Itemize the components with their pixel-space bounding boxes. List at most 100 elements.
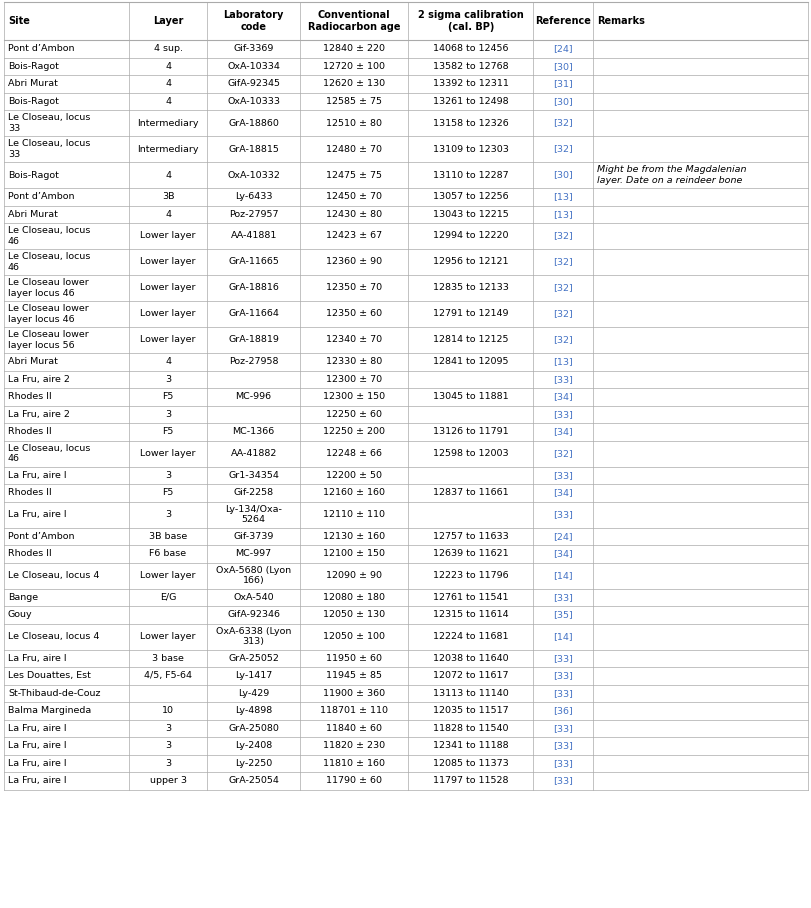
Bar: [4, 528, 807, 545]
Text: Bois-Ragot: Bois-Ragot: [8, 97, 59, 105]
Text: F5: F5: [162, 489, 174, 498]
Text: [14]: [14]: [552, 571, 573, 580]
Text: 12475 ± 75: 12475 ± 75: [326, 171, 382, 180]
Bar: [4, 327, 807, 353]
Text: GifA-92346: GifA-92346: [227, 610, 280, 619]
Text: La Fru, aire I: La Fru, aire I: [8, 724, 67, 733]
Text: Le Closeau lower
layer locus 46: Le Closeau lower layer locus 46: [8, 278, 88, 298]
Text: Lower layer: Lower layer: [140, 258, 195, 267]
Bar: [4, 649, 807, 667]
Text: 13158 to 12326: 13158 to 12326: [432, 119, 508, 127]
Text: Bange: Bange: [8, 593, 38, 602]
Text: 13045 to 11881: 13045 to 11881: [432, 392, 508, 401]
Text: Gif-2258: Gif-2258: [234, 489, 273, 498]
Text: 12757 to 11633: 12757 to 11633: [432, 532, 508, 541]
Text: 4: 4: [165, 97, 171, 105]
Text: 12250 ± 60: 12250 ± 60: [326, 410, 382, 419]
Text: [34]: [34]: [552, 489, 573, 498]
Text: Le Closeau, locus
46: Le Closeau, locus 46: [8, 226, 90, 246]
Text: [32]: [32]: [552, 258, 573, 267]
Text: 3 base: 3 base: [152, 654, 184, 663]
Text: [34]: [34]: [552, 392, 573, 401]
Text: 11840 ± 60: 11840 ± 60: [326, 724, 382, 733]
Text: Les Douattes, Est: Les Douattes, Est: [8, 671, 91, 680]
Text: Le Closeau, locus
33: Le Closeau, locus 33: [8, 139, 90, 159]
Text: 12223 to 11796: 12223 to 11796: [432, 571, 508, 580]
Text: 12080 ± 180: 12080 ± 180: [323, 593, 384, 602]
Text: 11810 ± 160: 11810 ± 160: [323, 759, 384, 768]
Text: OxA-10332: OxA-10332: [227, 171, 280, 180]
Text: Lower layer: Lower layer: [140, 283, 195, 292]
Text: 13261 to 12498: 13261 to 12498: [432, 97, 508, 105]
Text: [33]: [33]: [552, 724, 573, 733]
Text: 12720 ± 100: 12720 ± 100: [323, 62, 384, 71]
Bar: [4, 545, 807, 562]
Text: GrA-11664: GrA-11664: [228, 310, 279, 319]
Text: [36]: [36]: [552, 706, 573, 716]
Text: 4: 4: [165, 171, 171, 180]
Text: 12761 to 11541: 12761 to 11541: [432, 593, 508, 602]
Text: GrA-25054: GrA-25054: [228, 776, 279, 785]
Bar: [4, 75, 807, 93]
Text: GrA-25080: GrA-25080: [228, 724, 279, 733]
Text: 12956 to 12121: 12956 to 12121: [432, 258, 508, 267]
Text: [32]: [32]: [552, 232, 573, 241]
Text: 11900 ± 360: 11900 ± 360: [323, 689, 384, 697]
Text: Ly-429: Ly-429: [238, 689, 269, 697]
Text: E/G: E/G: [160, 593, 176, 602]
Text: GrA-25052: GrA-25052: [228, 654, 279, 663]
Text: Lower layer: Lower layer: [140, 571, 195, 580]
Text: Ly-1417: Ly-1417: [234, 671, 272, 680]
Text: Rhodes II: Rhodes II: [8, 392, 52, 401]
Text: [30]: [30]: [552, 97, 573, 105]
Text: [14]: [14]: [552, 632, 573, 641]
Text: 12510 ± 80: 12510 ± 80: [326, 119, 382, 127]
Text: 4: 4: [165, 79, 171, 88]
Text: 12430 ± 80: 12430 ± 80: [326, 210, 382, 219]
Text: 12315 to 11614: 12315 to 11614: [432, 610, 508, 619]
Text: 12130 ± 160: 12130 ± 160: [323, 532, 384, 541]
Text: 12450 ± 70: 12450 ± 70: [326, 192, 382, 202]
Text: [33]: [33]: [552, 654, 573, 663]
Bar: [4, 606, 807, 624]
Text: 4: 4: [165, 210, 171, 219]
Text: 118701 ± 110: 118701 ± 110: [320, 706, 388, 716]
Text: Ly-6433: Ly-6433: [234, 192, 272, 202]
Text: 4 sup.: 4 sup.: [153, 44, 182, 54]
Text: 3: 3: [165, 410, 171, 419]
Text: Le Closeau, locus
46: Le Closeau, locus 46: [8, 252, 90, 271]
Text: [35]: [35]: [552, 610, 573, 619]
Text: 12341 to 11188: 12341 to 11188: [432, 741, 508, 750]
Text: 13110 to 12287: 13110 to 12287: [432, 171, 508, 180]
Text: Abri Murat: Abri Murat: [8, 79, 58, 88]
Text: La Fru, aire I: La Fru, aire I: [8, 470, 67, 479]
Text: La Fru, aire 2: La Fru, aire 2: [8, 375, 70, 384]
Text: 3: 3: [165, 375, 171, 384]
Text: 12620 ± 130: 12620 ± 130: [323, 79, 384, 88]
Text: 12423 ± 67: 12423 ± 67: [326, 232, 382, 241]
Text: [33]: [33]: [552, 410, 573, 419]
Text: F6 base: F6 base: [149, 549, 187, 558]
Text: MC-996: MC-996: [235, 392, 272, 401]
Text: 12360 ± 90: 12360 ± 90: [326, 258, 382, 267]
Text: Gif-3739: Gif-3739: [234, 532, 273, 541]
Text: [32]: [32]: [552, 119, 573, 127]
Text: MC-997: MC-997: [235, 549, 272, 558]
Text: Pont d’Ambon: Pont d’Ambon: [8, 44, 75, 54]
Text: [32]: [32]: [552, 310, 573, 319]
Text: GifA-92345: GifA-92345: [227, 79, 280, 88]
Bar: [4, 406, 807, 423]
Text: La Fru, aire I: La Fru, aire I: [8, 759, 67, 768]
Text: GrA-18860: GrA-18860: [228, 119, 279, 127]
Text: Lower layer: Lower layer: [140, 310, 195, 319]
Text: Bois-Ragot: Bois-Ragot: [8, 171, 59, 180]
Text: MC-1366: MC-1366: [232, 428, 274, 436]
Text: [33]: [33]: [552, 689, 573, 697]
Text: 12300 ± 150: 12300 ± 150: [323, 392, 384, 401]
Bar: [4, 57, 807, 75]
Bar: [4, 205, 807, 223]
Text: Ly-2250: Ly-2250: [234, 759, 272, 768]
Text: 12340 ± 70: 12340 ± 70: [326, 335, 382, 344]
Bar: [4, 136, 807, 162]
Text: GrA-18816: GrA-18816: [228, 283, 279, 292]
